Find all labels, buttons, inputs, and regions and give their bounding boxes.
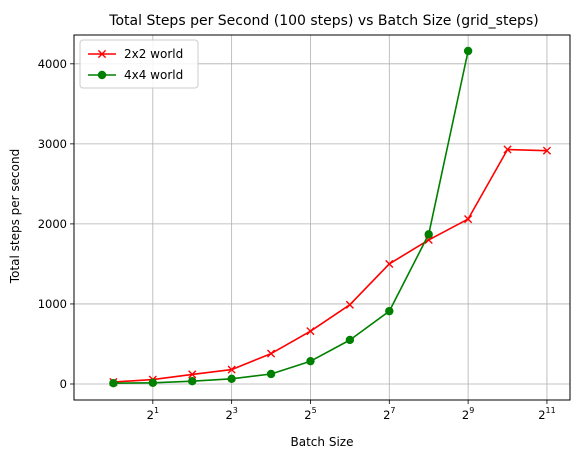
y-tick-label: 1000	[38, 297, 67, 311]
data-point	[345, 335, 355, 345]
data-point	[306, 356, 315, 366]
data-point	[503, 145, 512, 154]
data-point	[188, 376, 197, 386]
y-tick-label: 0	[60, 377, 67, 391]
series-layer	[109, 46, 552, 388]
legend: 2x2 world 4x4 world	[79, 39, 199, 89]
data-point	[542, 146, 552, 155]
x-tick-label: 21	[147, 406, 159, 422]
data-point	[148, 378, 158, 387]
data-point	[345, 300, 354, 309]
data-point	[227, 365, 236, 374]
y-tick-label: 2000	[38, 217, 67, 231]
y-axis-label: Total steps per second	[8, 149, 22, 284]
legend-label: 4x4 world	[124, 68, 183, 82]
series-line	[113, 50, 469, 384]
legend-box	[79, 39, 199, 89]
y-axis-ticks: 0 1000 2000 3000 4000	[38, 57, 74, 391]
data-point	[188, 370, 197, 379]
data-point	[266, 349, 276, 358]
chart-title: Total Steps per Second (100 steps) vs Ba…	[108, 13, 538, 29]
data-point	[109, 378, 118, 388]
x-tick-label: 25	[304, 406, 316, 422]
series-1	[109, 145, 552, 387]
plot-area-frame	[73, 34, 571, 401]
data-point	[227, 374, 236, 383]
x-tick-label: 211	[538, 406, 556, 422]
y-tick-label: 4000	[38, 57, 67, 71]
legend-marker	[97, 49, 107, 59]
legend-marker	[97, 70, 107, 80]
x-tick-label: 29	[462, 406, 474, 422]
grid-lines	[74, 35, 570, 400]
x-axis-label: Batch Size	[291, 435, 354, 449]
data-point	[463, 46, 473, 56]
series-2	[109, 46, 473, 388]
series-line	[113, 148, 547, 383]
data-point	[424, 230, 433, 239]
y-tick-label: 3000	[38, 137, 67, 151]
legend-item: 4x4 world	[88, 68, 183, 82]
x-axis-ticks: 21 23 25 27 29 211	[147, 400, 556, 422]
x-tick-label: 23	[225, 406, 237, 422]
x-tick-label: 27	[383, 406, 395, 422]
data-point	[385, 259, 394, 269]
data-point	[385, 306, 394, 316]
legend-item: 2x2 world	[88, 47, 183, 61]
data-point	[266, 369, 276, 379]
data-point	[306, 327, 315, 336]
legend-label: 2x2 world	[124, 47, 183, 61]
data-point	[464, 215, 473, 224]
